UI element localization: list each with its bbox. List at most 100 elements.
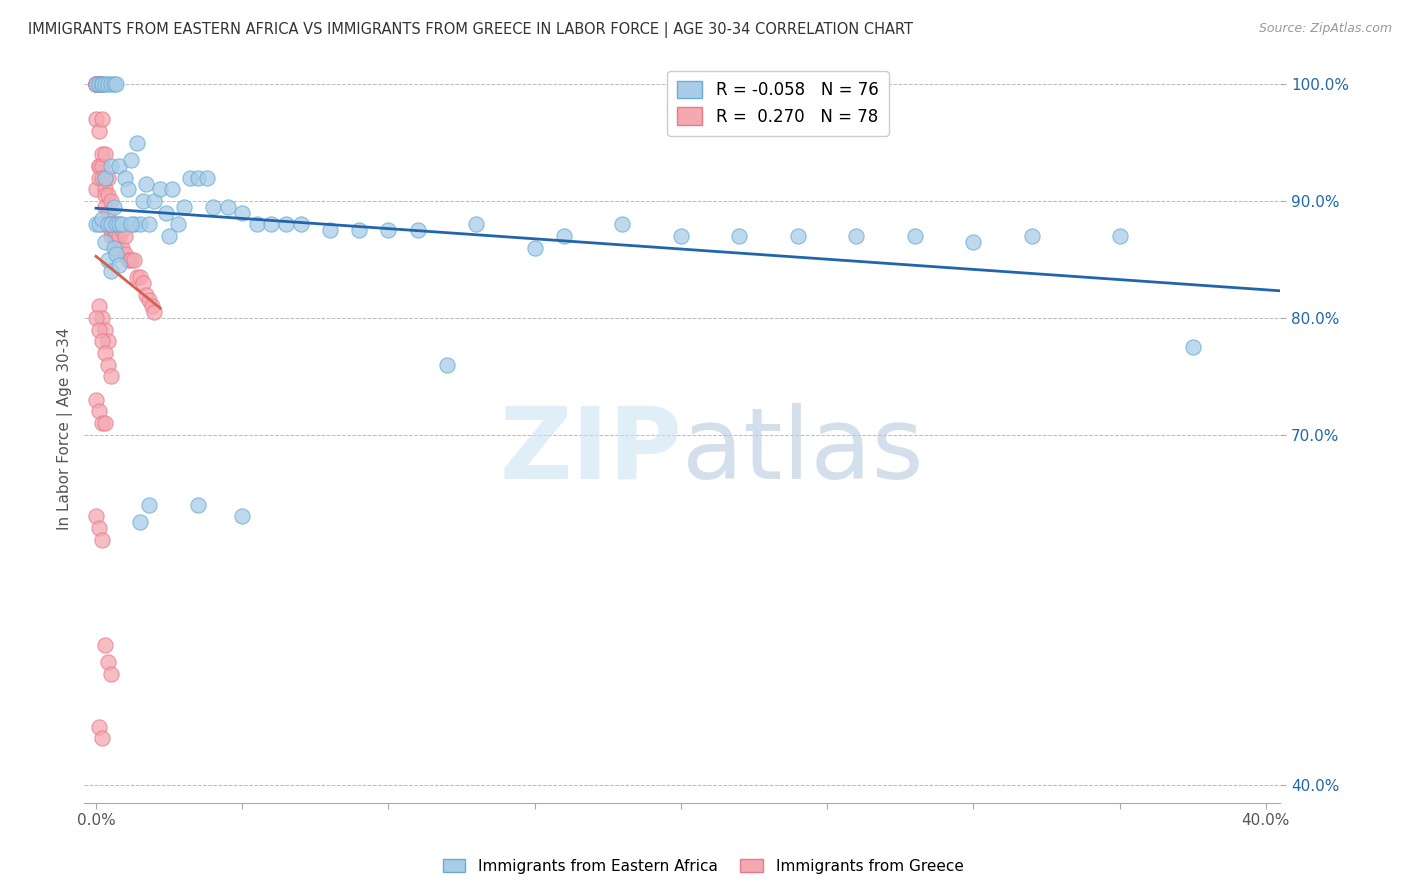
Point <box>84 218 107 232</box>
Point <box>94 170 117 185</box>
Point <box>347 223 370 237</box>
Point <box>143 194 166 208</box>
Point <box>157 229 180 244</box>
Point <box>141 299 163 313</box>
Point <box>160 182 183 196</box>
Point <box>90 218 112 232</box>
Point <box>100 194 122 208</box>
Point <box>108 218 131 232</box>
Point <box>90 416 112 430</box>
Point <box>128 218 150 232</box>
Point <box>84 78 107 92</box>
Point <box>105 223 128 237</box>
Point <box>97 218 120 232</box>
Point <box>87 404 110 418</box>
Point <box>195 170 218 185</box>
Point <box>114 246 136 260</box>
Point <box>274 218 297 232</box>
Point <box>1181 340 1204 354</box>
Point <box>1021 229 1043 244</box>
Point <box>103 78 125 92</box>
Point <box>100 667 122 681</box>
Point <box>105 78 128 92</box>
Point <box>105 229 128 244</box>
Point <box>155 206 177 220</box>
Point <box>135 177 157 191</box>
Point <box>108 159 131 173</box>
Point <box>436 358 458 372</box>
Point <box>612 218 634 232</box>
Point <box>94 182 117 196</box>
Point <box>100 264 122 278</box>
Point <box>114 229 136 244</box>
Point <box>120 218 142 232</box>
Point <box>94 78 117 92</box>
Point <box>94 200 117 214</box>
Point <box>90 334 112 349</box>
Point <box>904 229 927 244</box>
Point <box>173 200 195 214</box>
Point <box>108 258 131 272</box>
Point <box>84 182 107 196</box>
Point <box>84 392 107 407</box>
Point <box>128 515 150 529</box>
Point <box>120 153 142 168</box>
Point <box>132 276 155 290</box>
Point <box>87 78 110 92</box>
Point <box>87 159 110 173</box>
Point <box>406 223 429 237</box>
Point <box>962 235 984 249</box>
Point <box>90 533 112 547</box>
Text: ZIP: ZIP <box>499 403 682 500</box>
Point <box>122 252 145 267</box>
Point <box>94 416 117 430</box>
Point <box>94 147 117 161</box>
Point <box>100 218 122 232</box>
Point <box>845 229 868 244</box>
Point <box>84 78 107 92</box>
Point <box>122 218 145 232</box>
Point <box>87 299 110 313</box>
Point <box>143 305 166 319</box>
Text: IMMIGRANTS FROM EASTERN AFRICA VS IMMIGRANTS FROM GREECE IN LABOR FORCE | AGE 30: IMMIGRANTS FROM EASTERN AFRICA VS IMMIGR… <box>28 22 912 38</box>
Point <box>290 218 312 232</box>
Point <box>114 170 136 185</box>
Point <box>728 229 751 244</box>
Point <box>167 218 190 232</box>
Point <box>187 498 209 512</box>
Point <box>87 159 110 173</box>
Point <box>84 310 107 325</box>
Point <box>117 182 139 196</box>
Point <box>90 310 112 325</box>
Point <box>87 720 110 734</box>
Point <box>90 170 112 185</box>
Point <box>100 78 122 92</box>
Point <box>84 112 107 127</box>
Point <box>187 170 209 185</box>
Point <box>117 252 139 267</box>
Point <box>103 229 125 244</box>
Point <box>553 229 575 244</box>
Point <box>103 218 125 232</box>
Point <box>111 223 134 237</box>
Point <box>87 78 110 92</box>
Point <box>87 322 110 336</box>
Point <box>105 241 128 255</box>
Point <box>90 731 112 746</box>
Point <box>120 252 142 267</box>
Point <box>97 188 120 202</box>
Point <box>231 509 253 524</box>
Point <box>97 252 120 267</box>
Point <box>179 170 201 185</box>
Point <box>97 78 120 92</box>
Point <box>1108 229 1130 244</box>
Point <box>100 218 122 232</box>
Point <box>84 78 107 92</box>
Point <box>135 287 157 301</box>
Point <box>100 223 122 237</box>
Point <box>100 229 122 244</box>
Point <box>87 124 110 138</box>
Point <box>260 218 283 232</box>
Point <box>669 229 692 244</box>
Point <box>246 218 269 232</box>
